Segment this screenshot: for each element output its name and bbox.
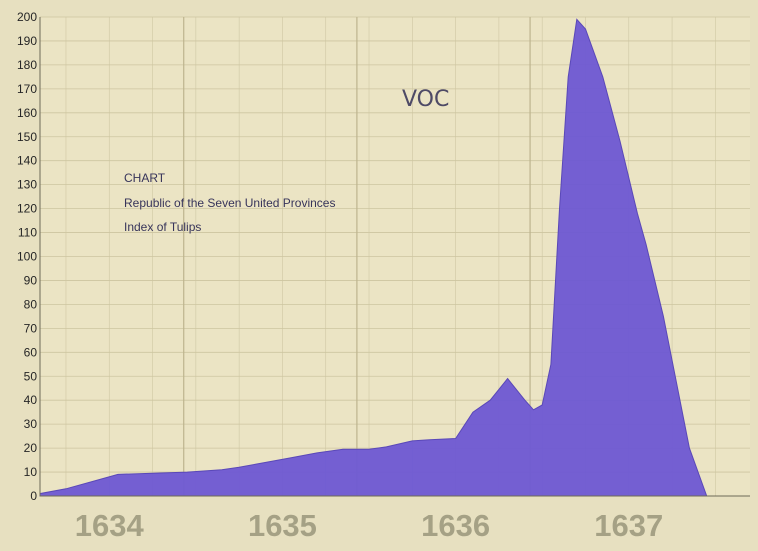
y-tick-label: 180 [17,58,37,72]
y-tick-label: 200 [17,10,37,24]
year-label: 1634 [75,508,145,543]
y-tick-label: 130 [17,178,37,192]
y-tick-label: 170 [17,82,37,96]
y-tick-label: 40 [24,393,38,407]
chart-title-line-2: Republic of the Seven United Provinces [124,196,335,210]
y-tick-label: 140 [17,154,37,168]
y-tick-label: 30 [24,417,38,431]
y-tick-label: 60 [24,345,38,359]
y-tick-label: 80 [24,297,38,311]
chart-title-line-3: Index of Tulips [124,220,201,234]
y-tick-label: 120 [17,202,37,216]
y-tick-label: 110 [18,226,37,240]
year-label: 1637 [594,508,663,543]
series-area [39,18,708,497]
y-axis-ticks: 0 10 20 30 40 50 60 70 80 90 100 110 120 130 140 150 160… [17,10,37,503]
y-tick-label: 20 [24,441,38,455]
y-tick-label: 10 [24,465,38,479]
voc-logo-text: VOC [402,87,449,112]
voc-logo: VOC [402,87,449,112]
chart-title-line-1: CHART [124,171,166,185]
y-tick-label: 50 [24,369,38,383]
y-tick-label: 100 [17,250,37,264]
x-axis-year-labels: 1634 1635 1636 1637 [75,508,663,543]
y-tick-label: 190 [17,34,37,48]
year-label: 1636 [421,508,490,543]
y-tick-label: 150 [17,130,37,144]
y-tick-label: 0 [30,489,37,503]
y-tick-label: 90 [24,273,38,287]
y-tick-label: 70 [24,321,38,335]
y-tick-label: 160 [17,106,37,120]
year-label: 1635 [248,508,317,543]
